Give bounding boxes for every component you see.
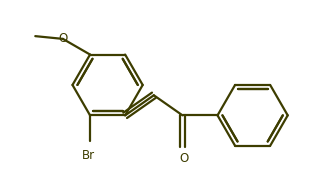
Text: O: O [58,32,68,45]
Text: O: O [179,152,189,165]
Text: Br: Br [82,149,95,162]
